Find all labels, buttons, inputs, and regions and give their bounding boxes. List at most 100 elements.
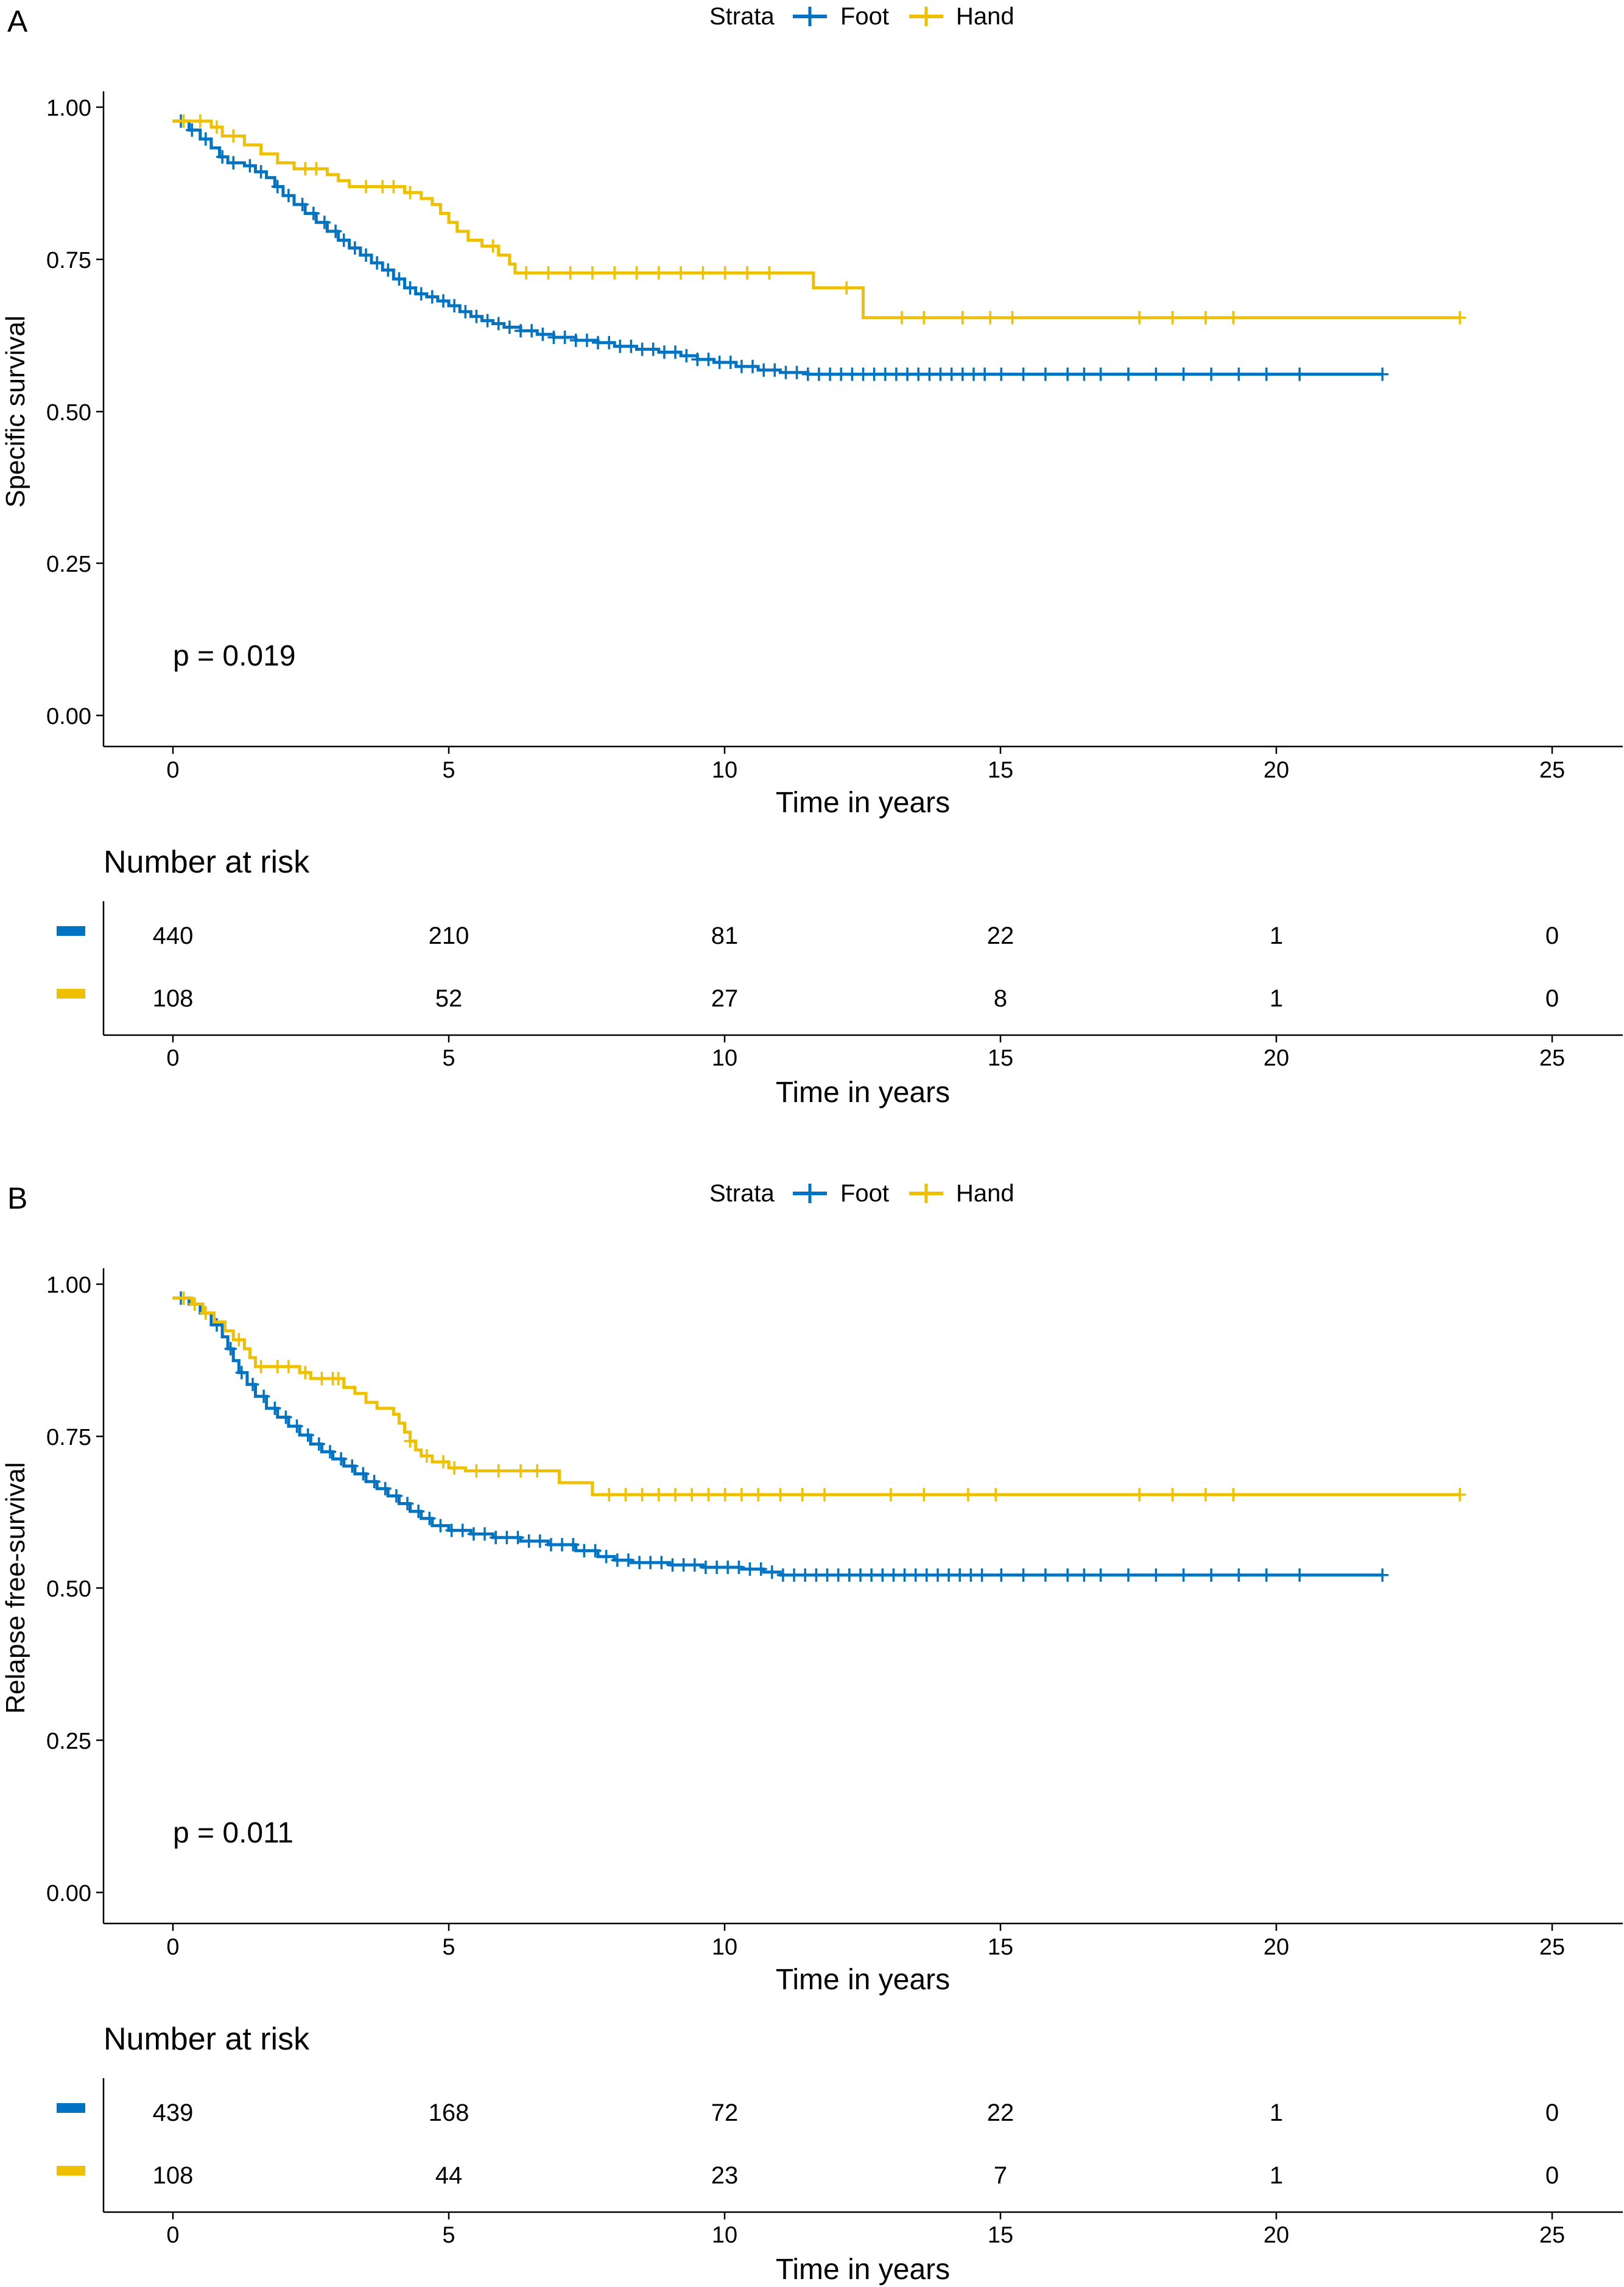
censor-mark-foot [788, 1568, 801, 1582]
censor-mark-foot [296, 197, 309, 211]
censor-mark-foot [1232, 1568, 1245, 1582]
risk-x-tick: 15 [988, 2212, 1013, 2248]
censor-mark-hand [211, 120, 223, 134]
censor-mark-foot [445, 1523, 458, 1537]
censor-mark-foot [390, 1489, 402, 1503]
censor-mark-foot [459, 304, 472, 318]
censor-mark-foot [503, 320, 516, 334]
censor-mark-foot [713, 356, 726, 370]
censor-mark-foot [1205, 1568, 1218, 1582]
x-tick: 15 [988, 1923, 1013, 1960]
censor-mark-foot [501, 1531, 513, 1545]
censor-mark-foot [426, 290, 438, 304]
censor-mark-foot [592, 335, 604, 350]
censor-mark-foot [186, 123, 199, 137]
censor-mark-foot [269, 1401, 281, 1415]
risk-x-tick-label: 20 [1264, 1045, 1289, 1071]
x-tick-label: 25 [1539, 1934, 1565, 1960]
x-axis: 0 5 10 15 20 25 [104, 745, 1623, 783]
censor-mark-foot [360, 248, 372, 262]
censor-mark-hand [1454, 311, 1466, 325]
y-tick-label: 0.00 [46, 1881, 91, 1906]
censor-mark-foot [1078, 367, 1091, 381]
censor-mark-hand [918, 311, 930, 325]
censor-mark-foot [890, 367, 902, 381]
risk-value: 108 [153, 985, 194, 1012]
censor-mark-foot [812, 367, 825, 381]
censor-mark-foot [1376, 1568, 1389, 1582]
censor-mark-hand [387, 180, 400, 194]
censor-mark-hand [271, 1360, 284, 1374]
censor-mark-foot [423, 1511, 436, 1525]
censor-mark-foot [600, 1550, 613, 1564]
censor-mark-foot [393, 272, 406, 286]
censor-mark-foot [1078, 1568, 1091, 1582]
risk-x-tick-label: 20 [1264, 2222, 1289, 2248]
censor-mark-foot [799, 1568, 812, 1582]
censor-mark-foot [216, 150, 229, 164]
censor-mark-hand [719, 1488, 731, 1502]
censor-mark-foot [644, 1556, 657, 1570]
censor-mark-foot [622, 1553, 634, 1567]
censor-mark-foot [688, 1558, 701, 1572]
censor-mark-hand [636, 1488, 649, 1502]
censor-mark-foot [199, 132, 212, 146]
risk-table-title: Number at risk [104, 845, 310, 880]
censor-mark-foot [901, 367, 914, 381]
censor-mark-foot [244, 159, 256, 173]
censor-mark-foot [633, 1556, 646, 1570]
risk-table: Number at risk 439 168 72 22 1 0 108 44 … [57, 2022, 1623, 2286]
x-tick: 5 [442, 1923, 455, 1960]
censor-mark-hand [1166, 1488, 1179, 1502]
x-tick: 20 [1264, 1923, 1289, 1960]
censor-mark-hand [818, 1488, 831, 1502]
risk-key-foot [57, 926, 85, 936]
censor-mark-foot [337, 233, 350, 247]
risk-value: 0 [1545, 922, 1559, 949]
risk-value: 0 [1545, 985, 1559, 1012]
censor-mark-foot [282, 189, 295, 203]
censor-mark-hand [310, 162, 323, 176]
censor-mark-foot [258, 1389, 270, 1403]
censor-mark-foot [536, 328, 549, 342]
censor-mark-foot [235, 1366, 248, 1380]
y-tick: 1.00 [46, 1273, 104, 1298]
censor-mark-hand [608, 266, 621, 280]
censor-mark-foot [1293, 1568, 1306, 1582]
censor-mark-foot [954, 1568, 966, 1582]
censor-mark-hand [652, 266, 665, 280]
censor-mark-foot [492, 317, 505, 331]
censor-mark-foot [843, 1568, 856, 1582]
censor-mark-foot [379, 1481, 392, 1495]
x-axis-title: Time in years [776, 1964, 950, 1996]
censor-mark-foot [580, 333, 593, 347]
censor-mark-foot [1061, 1568, 1074, 1582]
risk-x-tick: 20 [1264, 1035, 1289, 1071]
risk-x-tick-label: 25 [1539, 1045, 1565, 1071]
legend-title: Strata [709, 3, 775, 30]
y-tick-label: 0.75 [46, 248, 91, 273]
y-axis-title: Relapse free-survival [1, 1462, 30, 1713]
censor-mark-hand [1227, 1488, 1240, 1502]
y-tick-label: 0.50 [46, 1576, 91, 1602]
censor-mark-hand [520, 266, 533, 280]
censor-mark-hand [299, 162, 312, 176]
x-axis: 0 5 10 15 20 25 [104, 1922, 1623, 1960]
censor-mark-foot [318, 216, 331, 230]
censor-mark-foot [448, 299, 461, 313]
censor-mark-foot [1150, 367, 1162, 381]
censor-mark-foot [1017, 1568, 1030, 1582]
censor-mark-hand [227, 129, 240, 143]
censor-mark-hand [299, 1366, 312, 1380]
censor-mark-foot [1039, 367, 1052, 381]
p-value: p = 0.019 [173, 640, 296, 672]
censor-mark-hand [177, 114, 190, 128]
x-tick-label: 0 [166, 757, 179, 783]
y-tick: 0.50 [46, 400, 104, 426]
censor-mark-foot [547, 331, 560, 344]
censor-mark-hand [984, 311, 997, 325]
risk-value: 72 [711, 2099, 739, 2126]
censor-mark-hand [702, 1488, 715, 1502]
plot-series [172, 1291, 1466, 1582]
censor-mark-foot [733, 1561, 745, 1574]
